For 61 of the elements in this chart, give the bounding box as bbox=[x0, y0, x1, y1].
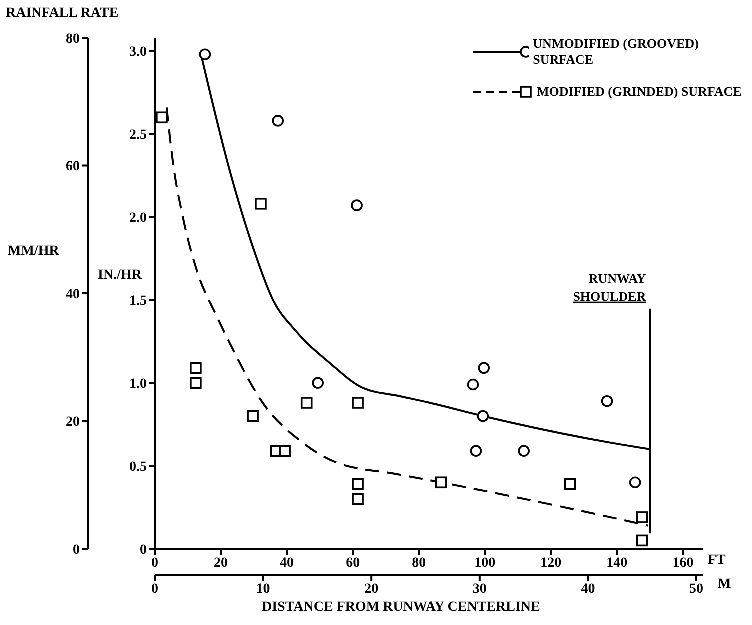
x-axis-title: FT bbox=[708, 553, 726, 569]
point bbox=[352, 397, 364, 409]
point bbox=[636, 534, 648, 547]
point bbox=[190, 362, 202, 374]
y2-axis-title: MM/HR bbox=[8, 244, 60, 260]
x-tick-label: 140 bbox=[606, 556, 628, 571]
x2-tick-label: 0 bbox=[152, 582, 158, 597]
y-tick-label: 3.0 bbox=[130, 45, 147, 60]
legend-label: UNMODIFIED (GROOVED) SURFACE bbox=[533, 36, 700, 68]
point bbox=[470, 445, 482, 458]
x-tick-label: 80 bbox=[412, 556, 426, 571]
point bbox=[351, 200, 363, 212]
y-tick-label: 1.5 bbox=[130, 294, 147, 310]
point bbox=[352, 478, 364, 490]
x2-tick-label: 50 bbox=[690, 582, 704, 597]
point bbox=[190, 377, 202, 389]
point bbox=[199, 48, 212, 60]
x-tick-label: 20 bbox=[214, 556, 228, 571]
x2-tick-label: 20 bbox=[364, 582, 379, 597]
x-tick-label: 0 bbox=[152, 556, 158, 571]
point bbox=[247, 410, 259, 422]
point bbox=[435, 476, 448, 489]
point bbox=[601, 395, 614, 408]
point bbox=[564, 478, 576, 490]
x2-tick-label: 40 bbox=[581, 582, 596, 597]
chart-title: RAINFALL RATE bbox=[6, 6, 119, 22]
x-tick-label: 160 bbox=[672, 556, 694, 571]
point bbox=[255, 198, 267, 210]
point bbox=[352, 493, 364, 506]
point bbox=[312, 377, 324, 389]
y-tick-label: 0.5 bbox=[130, 460, 147, 476]
x-tick-label: 40 bbox=[280, 556, 294, 571]
ref-line-label: RUNWAY SHOULDER bbox=[573, 270, 647, 304]
point bbox=[467, 378, 480, 391]
y-tick-label: 1.0 bbox=[130, 377, 147, 392]
point bbox=[478, 362, 490, 374]
x2-tick-label: 10 bbox=[256, 582, 270, 597]
x-tick-label: 120 bbox=[540, 556, 562, 571]
point bbox=[300, 397, 313, 409]
point bbox=[272, 115, 284, 127]
y-tick-label: 2.0 bbox=[130, 211, 147, 226]
point bbox=[636, 512, 648, 524]
text: DISTANCE FROM RUNWAY CENTERLINE bbox=[262, 600, 540, 616]
y-tick-label: 2.5 bbox=[130, 128, 147, 144]
y-axis-title: IN./HR bbox=[98, 268, 142, 284]
point bbox=[477, 410, 490, 422]
y2-tick-label: 60 bbox=[66, 160, 80, 175]
y-tick-label: 0 bbox=[140, 542, 147, 558]
x-tick-label: 60 bbox=[346, 556, 360, 571]
point bbox=[629, 476, 642, 489]
y2-tick-label: 40 bbox=[66, 287, 80, 302]
point bbox=[518, 445, 530, 458]
legend-label: MODIFIED (GRINDED) SURFACE bbox=[537, 84, 742, 100]
x-tick-label: 100 bbox=[474, 556, 496, 571]
x2-axis-title: M bbox=[718, 577, 732, 593]
x2-tick-label: 30 bbox=[472, 582, 487, 597]
y2-tick-label: 80 bbox=[66, 32, 80, 47]
point bbox=[156, 112, 168, 124]
y2-tick-label: 0 bbox=[73, 542, 80, 558]
y2-tick-label: 20 bbox=[66, 415, 80, 430]
point bbox=[279, 445, 291, 458]
